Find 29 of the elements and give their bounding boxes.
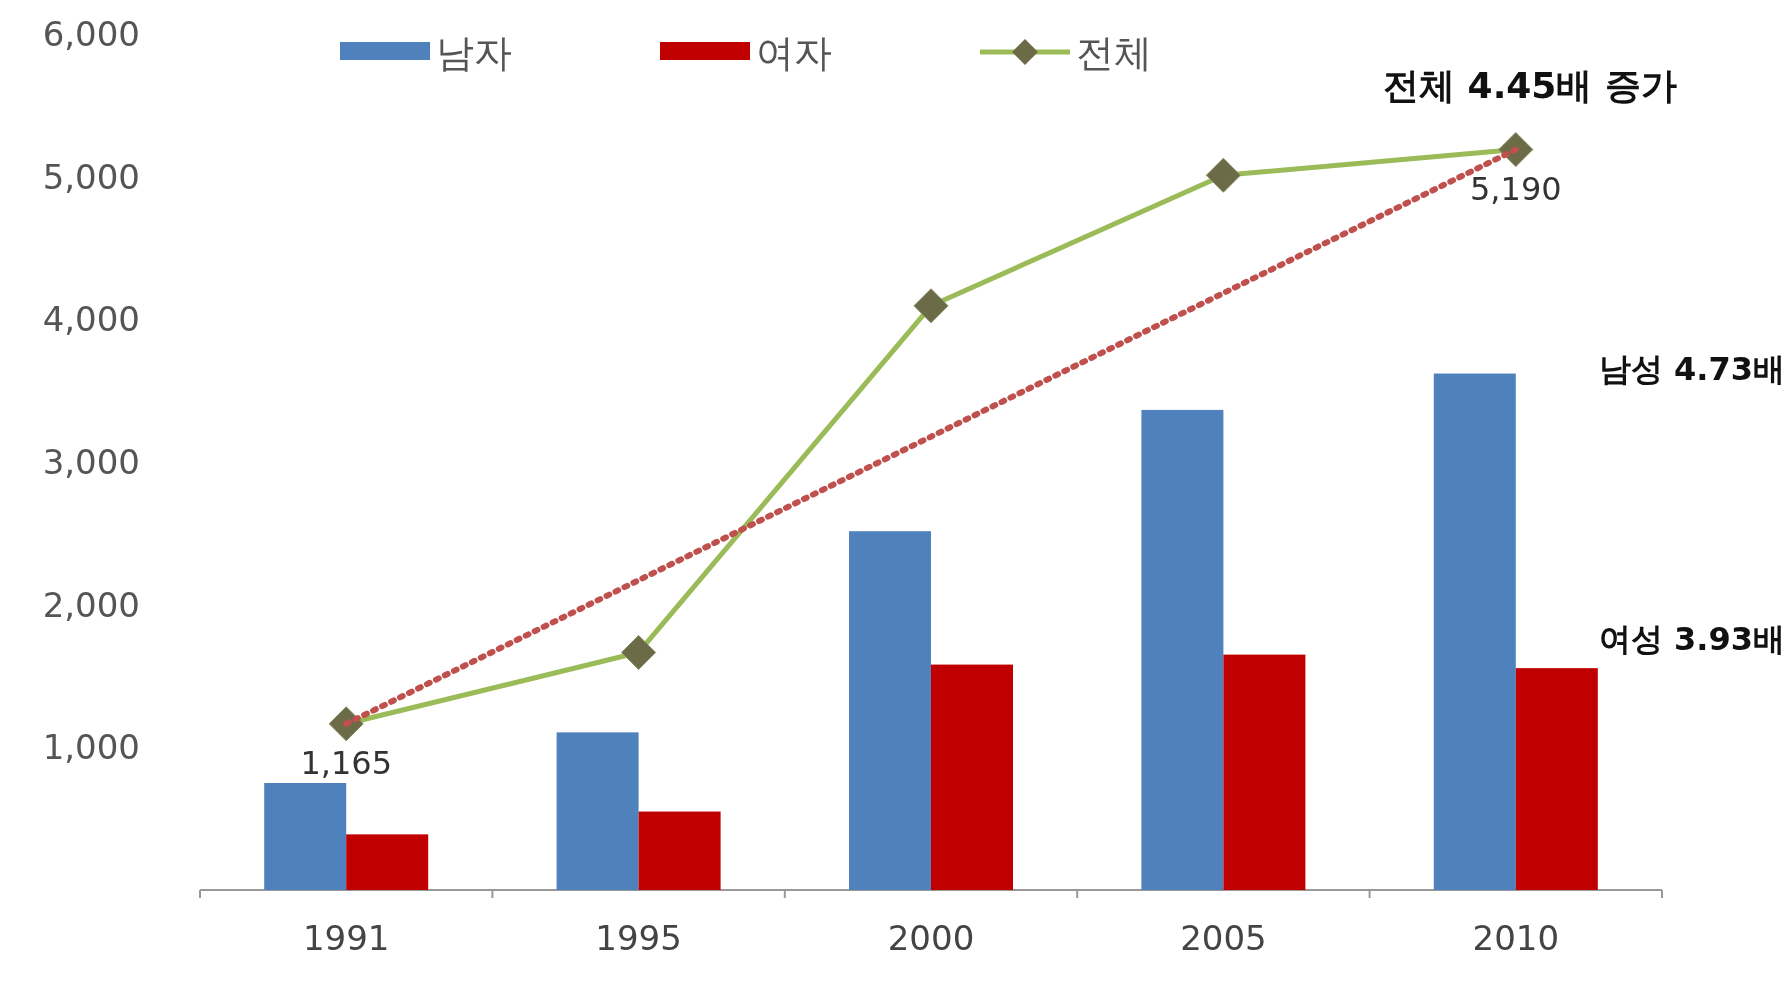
bar xyxy=(1141,409,1224,890)
x-tick-label: 2005 xyxy=(1180,918,1267,958)
annotation: 전체 4.45배 증가 xyxy=(1383,65,1677,106)
x-tick-label: 1995 xyxy=(595,918,682,958)
y-tick-label: 3,000 xyxy=(42,442,140,482)
x-tick-label: 2010 xyxy=(1472,918,1560,958)
bar xyxy=(638,811,721,890)
y-tick-label: 6,000 xyxy=(42,14,140,54)
annotation: 남성 4.73배 xyxy=(1598,350,1785,388)
y-tick-label: 1,000 xyxy=(42,727,140,768)
bar xyxy=(556,732,639,890)
bar xyxy=(1433,373,1516,890)
data-label: 1,165 xyxy=(300,743,392,782)
legend-label: 남자 xyxy=(436,31,512,75)
legend-label: 전체 xyxy=(1076,31,1152,75)
annotation: 여성 3.93배 xyxy=(1598,620,1785,658)
bar xyxy=(346,834,429,890)
bar xyxy=(264,783,347,890)
x-tick-label: 1991 xyxy=(302,918,390,958)
bar xyxy=(931,664,1013,890)
y-tick-label: 2,000 xyxy=(42,584,140,625)
bar xyxy=(1515,668,1598,890)
y-tick-label: 4,000 xyxy=(42,299,140,340)
x-tick-label: 2000 xyxy=(887,918,975,958)
legend-label: 여자 xyxy=(756,31,832,75)
bar xyxy=(1223,654,1306,890)
bar xyxy=(849,531,931,890)
data-label: 5,190 xyxy=(1470,169,1562,208)
y-tick-label: 5,000 xyxy=(42,156,140,197)
